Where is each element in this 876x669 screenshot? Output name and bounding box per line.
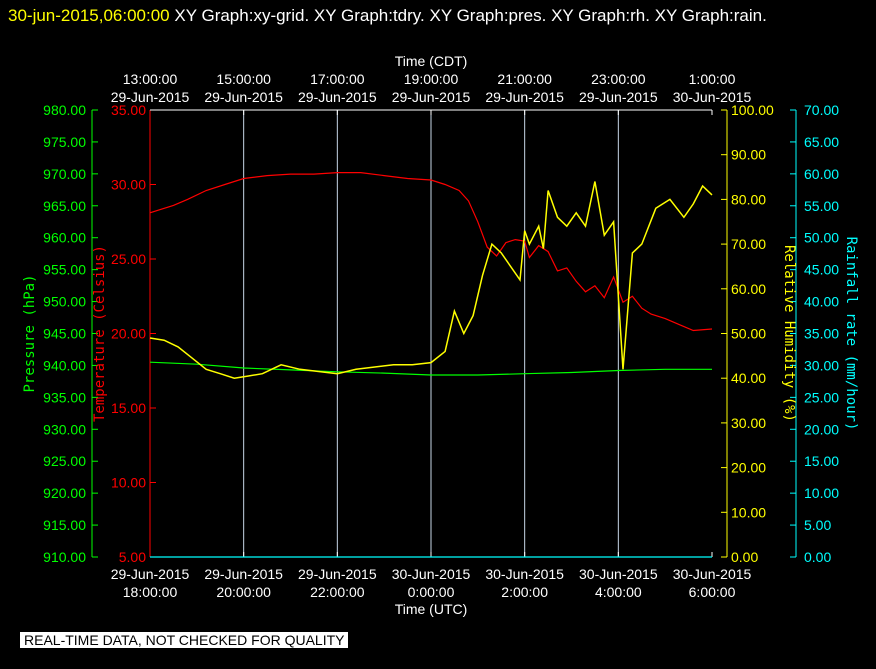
top-tick-time: 1:00:00 [689,71,736,87]
temperature-tick-label: 25.00 [111,251,146,267]
temperature-tick-label: 30.00 [111,177,146,193]
rain-tick-label: 65.00 [804,134,839,150]
top-tick-time: 13:00:00 [123,71,178,87]
top-tick-time: 21:00:00 [497,71,552,87]
rain-tick-label: 45.00 [804,262,839,278]
top-tick-date: 29-Jun-2015 [204,89,283,105]
top-axis-title: Time (CDT) [395,53,468,69]
bottom-tick-time: 4:00:00 [595,584,642,600]
humidity-tick-label: 90.00 [731,147,766,163]
bottom-tick-date: 29-Jun-2015 [204,566,283,582]
top-tick-date: 29-Jun-2015 [392,89,471,105]
rain-tick-label: 15.00 [804,453,839,469]
pressure-tick-label: 925.00 [43,453,86,469]
pressure-tick-label: 975.00 [43,134,86,150]
pressure-tick-label: 920.00 [43,485,86,501]
series-line-pres [149,361,712,376]
rain-tick-label: 70.00 [804,102,839,118]
pressure-axis-title: Pressure (hPa) [22,274,38,392]
grid-lines [243,110,619,557]
pressure-tick-label: 945.00 [43,326,86,342]
top-tick-date: 29-Jun-2015 [298,89,377,105]
axis-labels: 13:00:00 29-Jun-2015 29-Jun-2015 18:00:00 15… [22,53,859,617]
pressure-tick-label: 950.00 [43,294,86,310]
bottom-tick-date: 30-Jun-2015 [673,566,752,582]
rain-axis-title: Rainfall rate (mm/hour) [843,237,859,431]
quality-warning: REAL-TIME DATA, NOT CHECKED FOR QUALITY [20,632,349,648]
bottom-tick-date: 30-Jun-2015 [392,566,471,582]
temperature-tick-label: 10.00 [111,475,146,491]
temperature-axis-title: Temperature (Celsius) [92,245,108,422]
humidity-tick-label: 50.00 [731,326,766,342]
top-tick-time: 23:00:00 [591,71,646,87]
series-line-tdry [149,172,713,332]
bottom-tick-date: 29-Jun-2015 [111,566,190,582]
humidity-tick-label: 0.00 [731,549,758,565]
bottom-tick-time: 0:00:00 [408,584,455,600]
axes [91,109,797,558]
top-tick-time: 19:00:00 [404,71,459,87]
rain-tick-label: 5.00 [804,517,831,533]
top-tick-time: 17:00:00 [310,71,365,87]
humidity-tick-label: 40.00 [731,370,766,386]
temperature-tick-label: 35.00 [111,102,146,118]
rain-tick-label: 10.00 [804,485,839,501]
bottom-tick-date: 29-Jun-2015 [298,566,377,582]
temperature-tick-label: 15.00 [111,400,146,416]
humidity-tick-label: 80.00 [731,191,766,207]
top-tick-time: 15:00:00 [216,71,271,87]
bottom-tick-date: 30-Jun-2015 [485,566,564,582]
rain-tick-label: 50.00 [804,230,839,246]
humidity-tick-label: 30.00 [731,415,766,431]
pressure-tick-label: 935.00 [43,389,86,405]
bottom-tick-time: 18:00:00 [123,584,178,600]
rain-tick-label: 0.00 [804,549,831,565]
humidity-tick-label: 100.00 [731,102,774,118]
rain-tick-label: 60.00 [804,166,839,182]
bottom-tick-date: 30-Jun-2015 [579,566,658,582]
pressure-tick-label: 910.00 [43,549,86,565]
top-tick-date: 29-Jun-2015 [485,89,564,105]
pressure-tick-label: 970.00 [43,166,86,182]
bottom-axis-title: Time (UTC) [395,601,468,617]
temperature-tick-label: 20.00 [111,326,146,342]
bottom-tick-time: 2:00:00 [501,584,548,600]
header-graph-titles: XY Graph:xy-grid. XY Graph:tdry. XY Grap… [174,6,767,25]
top-tick-date: 29-Jun-2015 [579,89,658,105]
pressure-tick-label: 980.00 [43,102,86,118]
pressure-tick-label: 960.00 [43,230,86,246]
rain-tick-label: 55.00 [804,198,839,214]
temperature-tick-label: 5.00 [119,549,146,565]
rain-tick-label: 25.00 [804,389,839,405]
pressure-tick-label: 930.00 [43,421,86,437]
series [149,172,713,558]
humidity-tick-label: 10.00 [731,504,766,520]
top-tick-date: 30-Jun-2015 [673,89,752,105]
bottom-tick-time: 20:00:00 [216,584,271,600]
rain-tick-label: 20.00 [804,421,839,437]
humidity-tick-label: 20.00 [731,460,766,476]
header-timestamp: 30-jun-2015,06:00:00 [8,6,170,25]
pressure-tick-label: 965.00 [43,198,86,214]
rain-tick-label: 30.00 [804,357,839,373]
pressure-tick-label: 915.00 [43,517,86,533]
rain-tick-label: 35.00 [804,326,839,342]
series-line-rh [149,181,713,379]
pressure-tick-label: 955.00 [43,262,86,278]
humidity-tick-label: 60.00 [731,281,766,297]
bottom-tick-time: 22:00:00 [310,584,365,600]
header-title: 30-jun-2015,06:00:00 XY Graph:xy-grid. X… [8,2,868,29]
rain-tick-label: 40.00 [804,294,839,310]
humidity-axis-title: Relative Humidity (%) [781,245,797,422]
pressure-tick-label: 940.00 [43,357,86,373]
humidity-tick-label: 70.00 [731,236,766,252]
top-tick-date: 29-Jun-2015 [111,89,190,105]
bottom-tick-time: 6:00:00 [689,584,736,600]
